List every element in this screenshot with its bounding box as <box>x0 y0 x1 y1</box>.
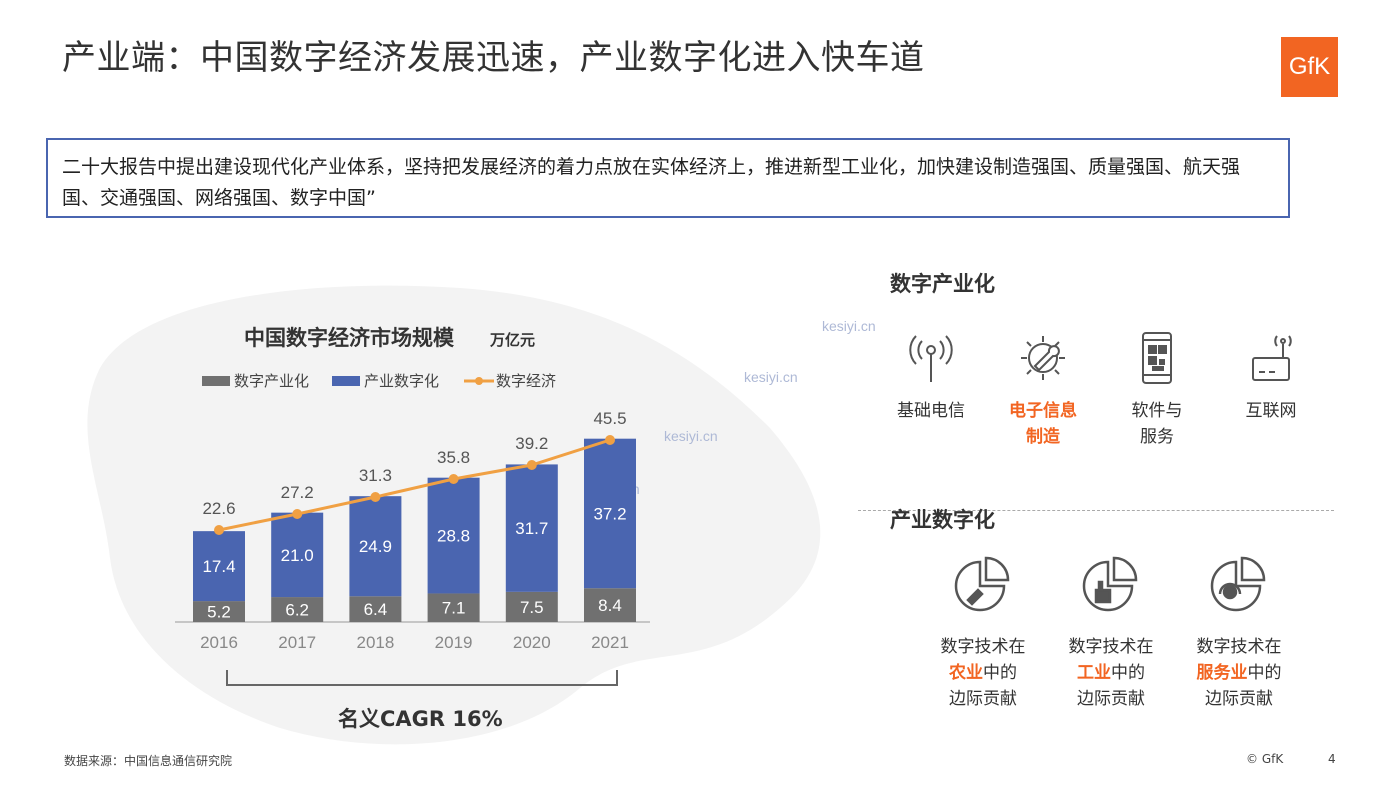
footer-source: 数据来源：中国信息通信研究院 <box>64 754 233 768</box>
bar-segment-digital-industry <box>505 591 558 622</box>
bar-segment-industry-digital <box>427 477 480 594</box>
bar-segment-digital-industry <box>349 596 402 622</box>
footer-copyright: © GfK <box>1246 752 1284 766</box>
item-label: 基础电信 <box>897 401 965 421</box>
cagr-bracket <box>226 670 618 686</box>
cagr-annotation: 名义CAGR 16% <box>338 707 503 731</box>
router-icon <box>1216 330 1326 386</box>
contrib-line1: 数字技术在 <box>940 637 1026 657</box>
data-label-industry-digital: 28.8 <box>437 527 470 546</box>
legend-swatch <box>202 375 230 386</box>
pie-industry-icon <box>1046 556 1176 618</box>
contrib-line2: 农业中的 <box>949 663 1017 683</box>
legend-label: 产业数字化 <box>364 372 440 390</box>
legend-line-swatch <box>464 376 494 385</box>
legend-label: 数字经济 <box>496 372 557 390</box>
data-label-industry-digital: 31.7 <box>515 519 548 538</box>
data-label-digital-economy: 39.2 <box>515 434 548 453</box>
data-label-industry-digital: 17.4 <box>202 557 235 576</box>
item-label: 互联网 <box>1245 401 1297 421</box>
legend-item-digital-industry: 数字产业化 <box>202 370 309 391</box>
data-label-digital-industry: 7.1 <box>442 599 466 618</box>
bar-segment-digital-industry <box>271 597 324 622</box>
data-label-industry-digital: 37.2 <box>593 504 626 523</box>
data-label-digital-industry: 8.4 <box>598 596 622 615</box>
bar-line-chart: 5.2 17.4 2016 6.2 21.0 2017 6.4 24.9 2018 7.1 28.8… <box>175 409 650 652</box>
gear-wrench-icon <box>988 330 1098 386</box>
page-title: 产业端：中国数字经济发展迅速，产业数字化进入快车道 <box>62 38 925 78</box>
contrib-agriculture: 数字技术在 农业中的 边际贡献 <box>918 556 1048 712</box>
data-label-digital-industry: 6.4 <box>364 600 388 619</box>
bar-segment-industry-digital <box>505 464 558 592</box>
legend-item-digital-economy: 数字经济 <box>464 370 556 391</box>
contrib-line2: 服务业中的 <box>1196 663 1282 683</box>
watermark: kesiyi.cn <box>744 369 798 385</box>
data-label-digital-industry: 7.5 <box>520 598 544 617</box>
quote-box: 二十大报告中提出建设现代化产业体系，坚持把发展经济的着力点放在实体经济上，推进新… <box>46 138 1290 218</box>
data-label-digital-economy: 35.8 <box>437 448 470 467</box>
pie-service-icon <box>1174 556 1304 618</box>
legend-swatch <box>332 375 360 386</box>
point-digital-economy <box>214 525 224 535</box>
item-label: 电子信息 <box>1009 401 1077 421</box>
point-digital-economy <box>526 460 537 470</box>
section-heading-digital-industrialization: 数字产业化 <box>890 272 995 296</box>
contrib-line1: 数字技术在 <box>1196 637 1282 657</box>
data-label-digital-economy: 27.2 <box>281 483 314 502</box>
x-tick-label: 2021 <box>591 633 629 652</box>
point-digital-economy <box>448 474 459 484</box>
contrib-line3: 边际贡献 <box>1077 689 1145 709</box>
bar-segment-industry-digital <box>271 512 324 598</box>
contrib-line3: 边际贡献 <box>1205 689 1273 709</box>
bar-segment-digital-industry <box>427 593 480 622</box>
section-heading-industrial-digitalization: 产业数字化 <box>890 508 995 532</box>
point-digital-economy <box>370 492 381 502</box>
contrib-industry: 数字技术在 工业中的 边际贡献 <box>1046 556 1176 712</box>
section-divider <box>858 510 1334 511</box>
item-label: 服务 <box>1140 427 1174 447</box>
quote-text: 二十大报告中提出建设现代化产业体系，坚持把发展经济的着力点放在实体经济上，推进新… <box>62 156 1241 209</box>
legend-item-industry-digital: 产业数字化 <box>332 370 439 391</box>
point-digital-economy <box>605 435 615 445</box>
item-electronics-manufacturing: 电子信息 制造 <box>988 330 1098 450</box>
antenna-icon <box>876 330 986 386</box>
data-label-digital-economy: 45.5 <box>593 409 626 428</box>
data-label-digital-industry: 5.2 <box>207 603 231 622</box>
bar-segment-digital-industry <box>193 601 245 622</box>
bar-segment-digital-industry <box>584 588 636 622</box>
contrib-line1: 数字技术在 <box>1068 637 1154 657</box>
data-label-digital-economy: 22.6 <box>202 499 235 518</box>
item-label: 制造 <box>1026 427 1060 447</box>
contrib-line2: 工业中的 <box>1077 663 1145 683</box>
contrib-line3: 边际贡献 <box>949 689 1017 709</box>
bar-segment-industry-digital <box>584 438 636 589</box>
series-line-digital-economy <box>218 438 611 532</box>
bar-segment-industry-digital <box>349 496 402 597</box>
data-label-industry-digital: 21.0 <box>281 546 314 565</box>
item-software-services: 软件与 服务 <box>1102 330 1212 450</box>
point-digital-economy <box>292 509 303 519</box>
x-tick-label: 2017 <box>278 633 316 652</box>
x-tick-label: 2020 <box>513 633 551 652</box>
pie-agriculture-icon <box>918 556 1048 618</box>
item-internet: 互联网 <box>1216 330 1326 424</box>
item-label: 软件与 <box>1131 401 1183 421</box>
chart-unit: 万亿元 <box>490 331 536 349</box>
bar-segment-industry-digital <box>193 531 245 602</box>
x-tick-label: 2019 <box>435 633 473 652</box>
item-basic-telecom: 基础电信 <box>876 330 986 424</box>
x-tick-label: 2016 <box>200 633 238 652</box>
legend-label: 数字产业化 <box>234 372 310 390</box>
page-number: 4 <box>1328 752 1336 766</box>
data-label-digital-economy: 31.3 <box>359 466 392 485</box>
watermark: kesiyi.cn <box>822 318 876 334</box>
watermark: kesiyi.cn <box>664 428 718 444</box>
chart-title: 中国数字经济市场规模 <box>244 326 454 350</box>
x-tick-label: 2018 <box>356 633 394 652</box>
contrib-service: 数字技术在 服务业中的 边际贡献 <box>1174 556 1304 712</box>
gfk-logo: GfK <box>1281 37 1338 97</box>
data-label-digital-industry: 6.2 <box>285 601 309 620</box>
smartphone-qr-icon <box>1102 330 1212 386</box>
data-label-industry-digital: 24.9 <box>359 537 392 556</box>
